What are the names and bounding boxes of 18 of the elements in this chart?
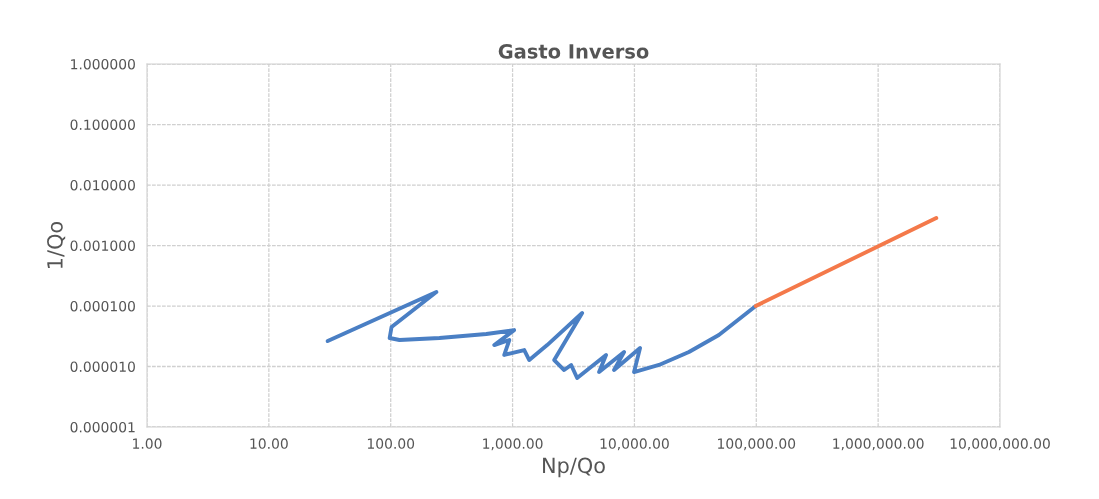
- x-tick-label: 100,000.00: [718, 438, 796, 451]
- y-tick-label: 0.001000: [70, 240, 135, 251]
- x-tick-label: 10,000,000.00: [950, 438, 1050, 451]
- x-tick-label: 1,000.00: [483, 438, 543, 451]
- x-tick-label: 1.00: [133, 438, 162, 449]
- x-axis-title: Np/Qo: [543, 457, 605, 478]
- y-tick-label: 0.100000: [70, 119, 135, 130]
- y-tick-label: 0.000100: [70, 300, 135, 312]
- x-tick-label: 10.00: [250, 438, 288, 449]
- y-tick-label: 1.000000: [71, 58, 135, 70]
- x-tick-label: 100.00: [367, 438, 415, 449]
- y-tick-label: 0.000001: [70, 421, 135, 433]
- chart-title: Gasto Inverso: [498, 44, 649, 59]
- x-tick-label: 1,000,000.00: [833, 438, 924, 451]
- x-tick-label: 10,000.00: [600, 438, 669, 451]
- y-tick-label: 0.010000: [70, 179, 135, 191]
- y-tick-label: 0.000010: [70, 361, 135, 372]
- y-axis-title: 1/Qo: [47, 221, 66, 268]
